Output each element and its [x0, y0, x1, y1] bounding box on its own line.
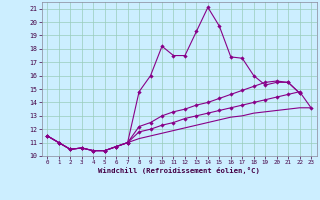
X-axis label: Windchill (Refroidissement éolien,°C): Windchill (Refroidissement éolien,°C): [98, 167, 260, 174]
